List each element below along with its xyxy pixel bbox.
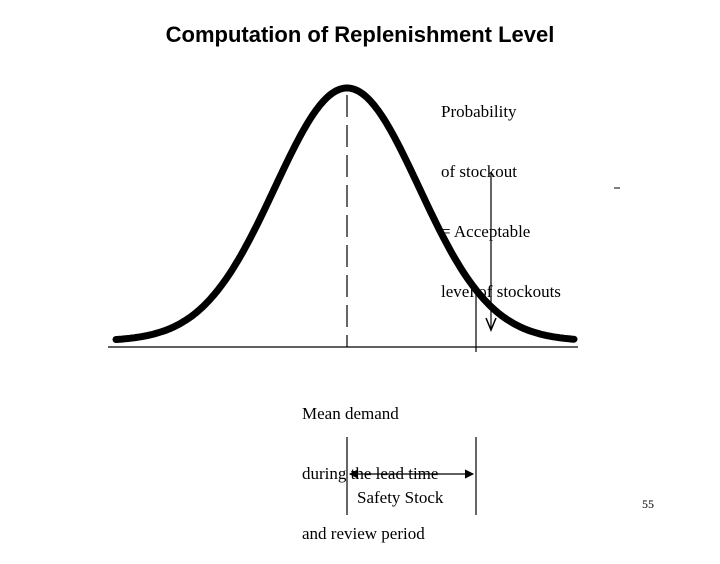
probability-label: Probability of stockout = Acceptable lev… bbox=[441, 62, 561, 322]
demand-curve bbox=[112, 84, 578, 343]
stockout-arrowhead bbox=[485, 317, 497, 332]
normal-distribution-diagram bbox=[108, 84, 620, 515]
safety-stock-label: Safety Stock bbox=[357, 488, 444, 507]
arrowhead-right bbox=[464, 469, 475, 479]
mean-demand-label: Mean demand during the lead time and rev… bbox=[302, 364, 438, 564]
label-line: level of stockouts bbox=[441, 282, 561, 301]
arrowhead-left bbox=[348, 469, 359, 479]
slide-title: Computation of Replenishment Level bbox=[165, 22, 555, 47]
page-number: 55 bbox=[642, 497, 654, 511]
label-line: = Acceptable bbox=[441, 222, 531, 241]
label-line: of stockout bbox=[441, 162, 518, 181]
label-line: Probability bbox=[441, 102, 517, 121]
label-line: and review period bbox=[302, 524, 425, 543]
label-line: Mean demand bbox=[302, 404, 399, 423]
label-line: during the lead time bbox=[302, 464, 439, 483]
